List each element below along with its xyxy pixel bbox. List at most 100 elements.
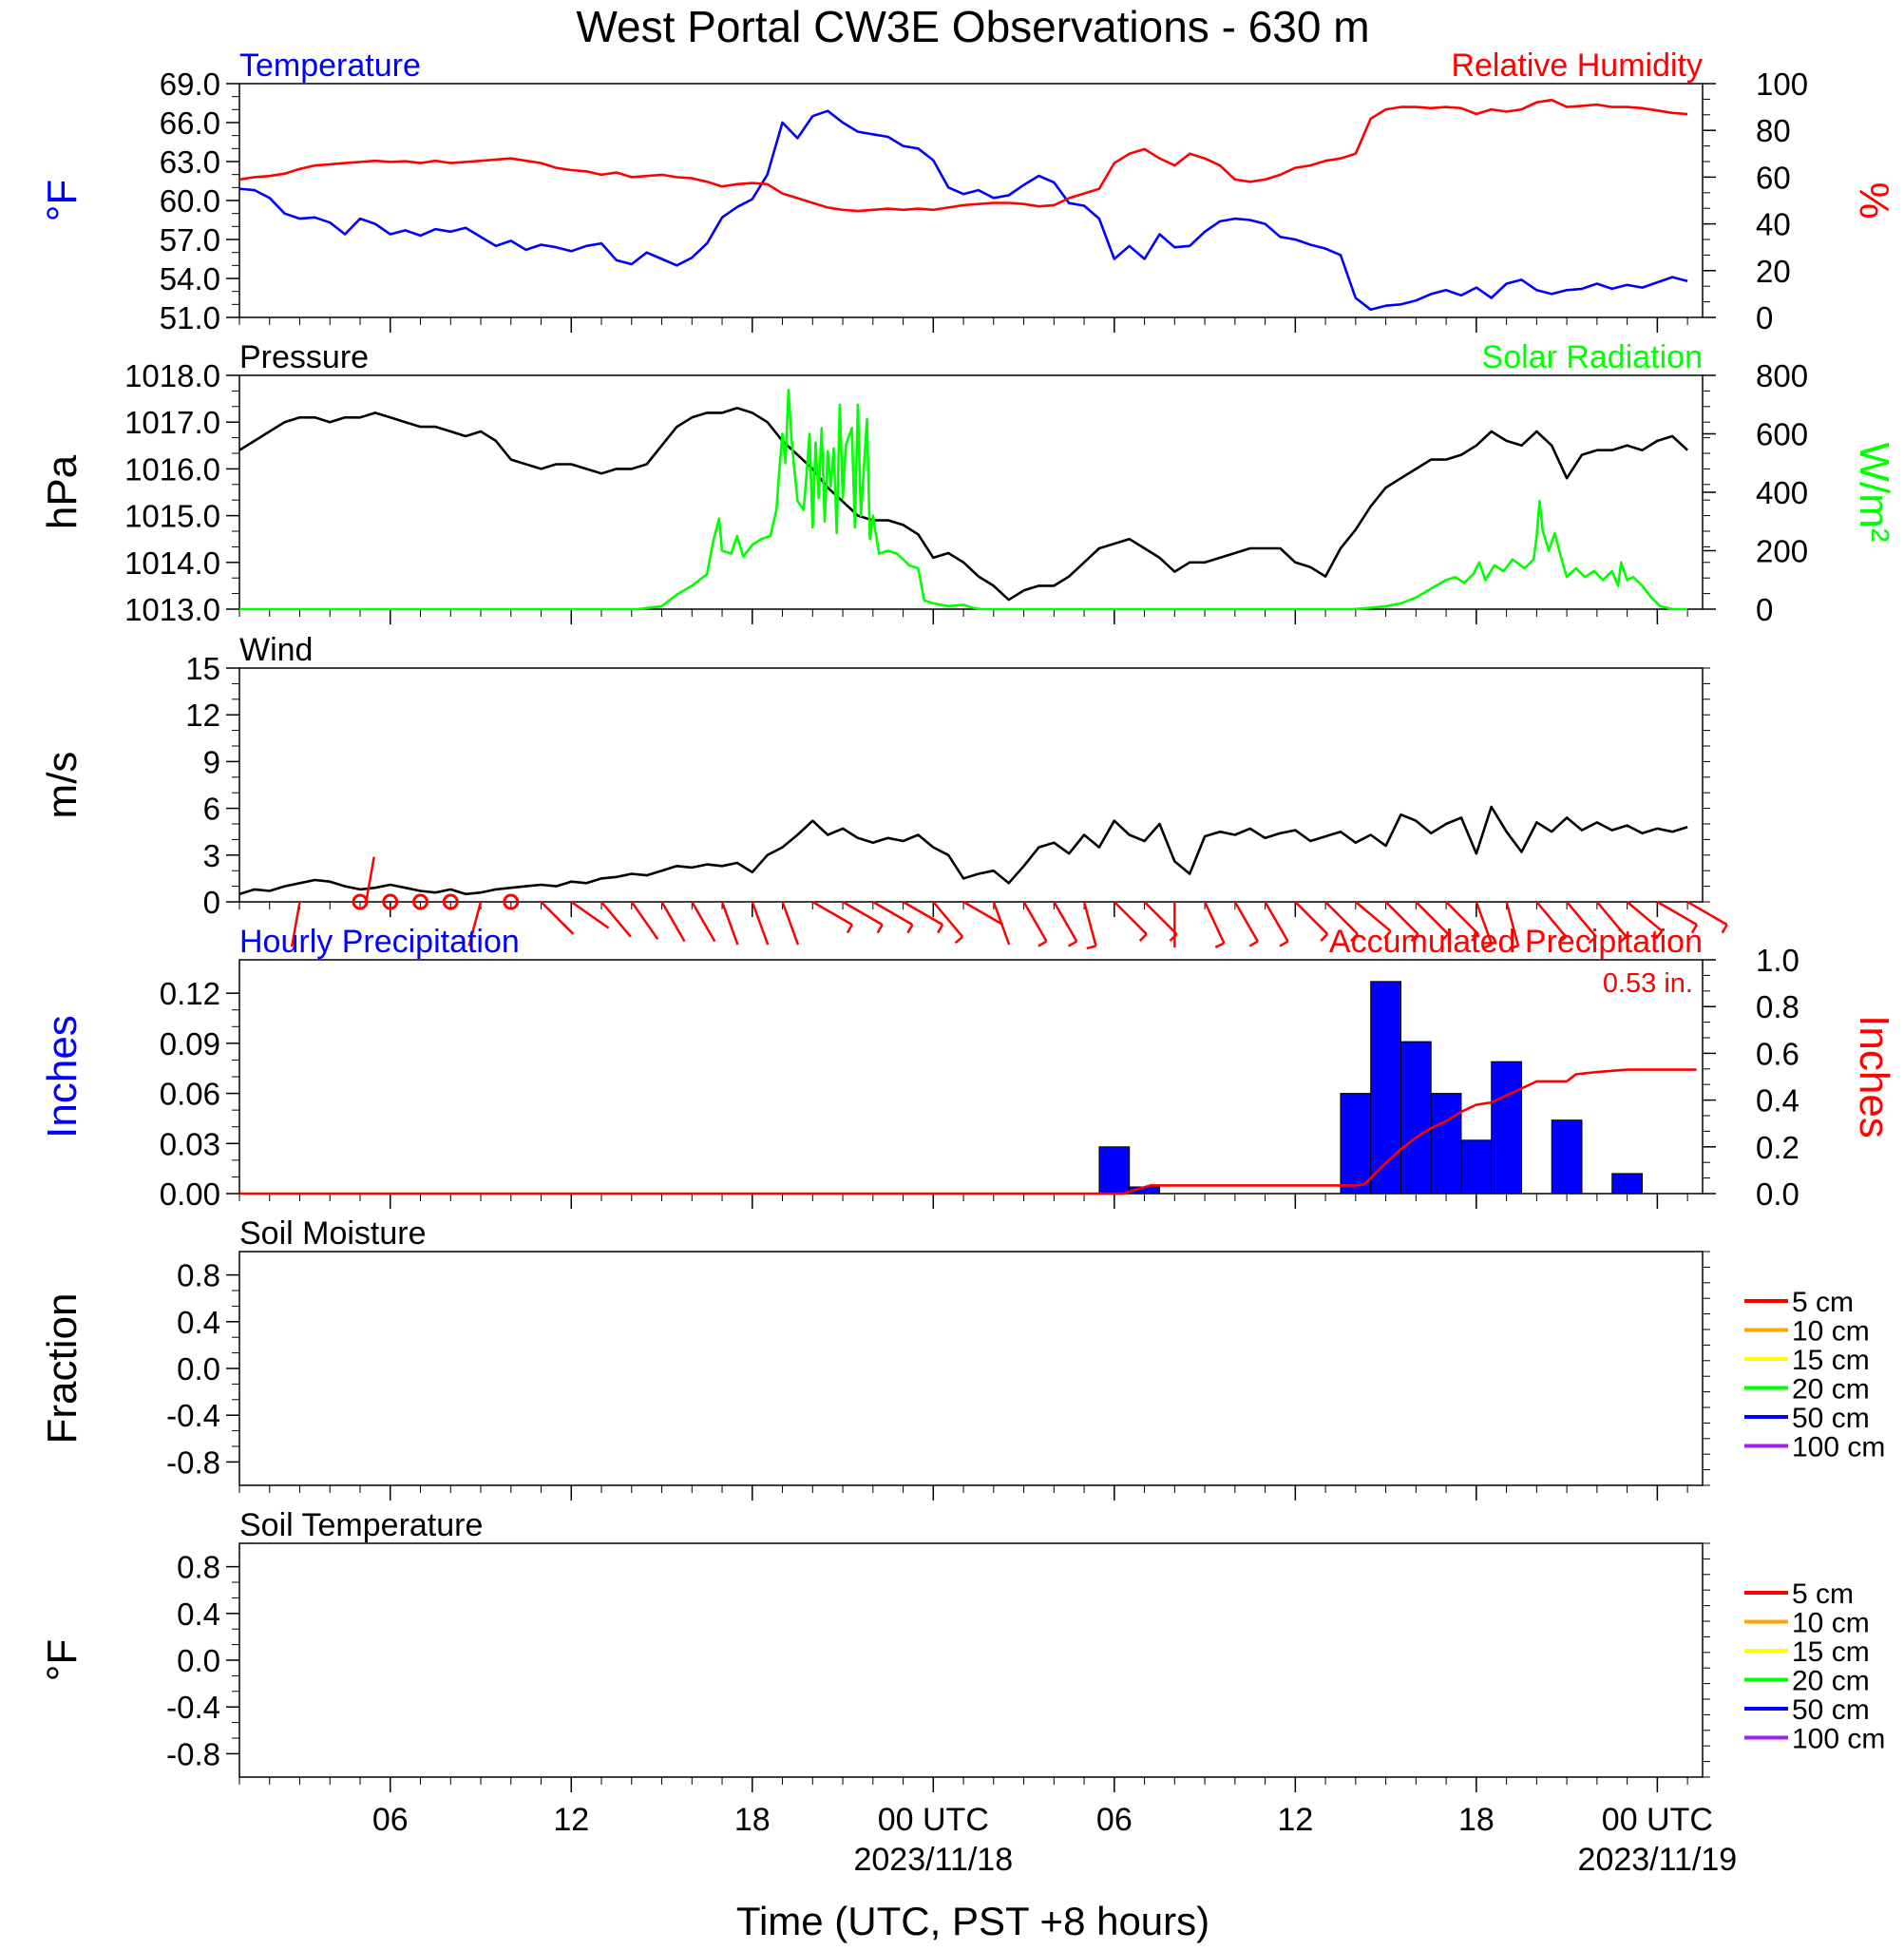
wind-barb (720, 901, 739, 946)
x-axis-label: Time (UTC, PST +8 hours) (736, 1899, 1209, 1943)
y-tick-label-left: 54.0 (160, 261, 220, 296)
x-tick-label: 06 (1096, 1802, 1133, 1838)
y-tick-label-right: 0 (1756, 300, 1773, 335)
wind-barb (1233, 901, 1259, 943)
panel-pressure_solar: 1018.0 1017.0 1016.0 1015.0 1014.0 1013.0 800 6… (39, 339, 1897, 627)
panel-title-right: Solar Radiation (1482, 339, 1703, 375)
y-tick-label-left: 57.0 (160, 222, 220, 258)
y-axis-label-left: °F (39, 1639, 86, 1681)
plot-frame (238, 667, 1704, 903)
x-tick-date-label: 2023/11/19 (1578, 1842, 1738, 1878)
plot-frame (238, 83, 1704, 318)
wind-barb-flag (1440, 933, 1450, 942)
y-tick-label-left: 0.8 (177, 1258, 220, 1293)
y-tick-label-right: 0.6 (1756, 1036, 1799, 1071)
wind-calm-marker (382, 893, 399, 910)
y-tick-label-left: 0 (203, 885, 220, 920)
wind-barb-flag (1618, 935, 1628, 945)
panel-soil_moisture: 0.8 0.4 0.0 -0.4 -0.8 Soil Moisture Fraction 5 … (39, 1215, 1885, 1501)
panel-title-left: Temperature (239, 48, 421, 84)
y-tick-label-left: 0.03 (160, 1126, 220, 1161)
series-line-left (238, 109, 1688, 312)
y-axis-label-right: Inches (1851, 1015, 1897, 1138)
wind-barb (365, 856, 375, 903)
y-tick-label-left: 1014.0 (124, 545, 220, 581)
y-tick-label-right: 1.0 (1756, 943, 1799, 978)
wind-barb-flag (1588, 935, 1597, 945)
wind-barb (660, 901, 686, 943)
wind-barb (1113, 901, 1148, 935)
wind-barb (1143, 901, 1178, 935)
wind-barb (1535, 901, 1568, 938)
wind-barb-flag (1471, 933, 1479, 942)
y-axis-label-left: m/s (39, 752, 86, 819)
wind-barb (1082, 901, 1097, 947)
y-tick-label-right: 600 (1756, 417, 1808, 452)
x-tick-label: 12 (1277, 1802, 1313, 1838)
y-tick-label-right: 400 (1756, 475, 1808, 510)
series-line-right (238, 98, 1688, 213)
panel-title-left: Hourly Precipitation (239, 924, 520, 960)
wind-barb (1415, 901, 1450, 935)
plot-frame (238, 1251, 1704, 1486)
y-tick-label-left: 63.0 (160, 144, 220, 180)
wind-barb (1384, 901, 1419, 935)
wind-barb-flag (1248, 940, 1259, 947)
legend-label: 15 cm (1792, 1345, 1870, 1376)
y-tick-label-left: 0.4 (177, 1305, 220, 1340)
x-tick-label: 12 (553, 1802, 589, 1838)
panel-title-left: Pressure (239, 339, 369, 375)
legend-label: 5 cm (1792, 1578, 1854, 1610)
wind-calm-marker (503, 893, 520, 910)
y-tick-label-left: 15 (185, 651, 220, 686)
panels: 69.066.063.060.057.054.051.0100806040200… (39, 48, 1897, 1878)
precip-bar (1098, 1146, 1131, 1195)
panel-title-left: Soil Temperature (239, 1507, 483, 1543)
legend-label: 100 cm (1792, 1432, 1885, 1463)
wind-barb (600, 901, 632, 938)
wind-barb (570, 900, 610, 929)
y-tick-label-left: 60.0 (160, 183, 220, 219)
legend-label: 20 cm (1792, 1666, 1870, 1697)
precip-bar (1370, 981, 1401, 1195)
wind-barb (691, 901, 716, 943)
legend-label: 10 cm (1792, 1316, 1870, 1348)
accumulated-total: 0.53 in. (1603, 968, 1693, 999)
x-tick-date-label: 2023/11/18 (853, 1842, 1013, 1878)
wind-barb (1566, 901, 1597, 938)
legend-label: 50 cm (1792, 1403, 1870, 1434)
wind-barb (1264, 901, 1289, 943)
y-tick-label-right: 200 (1756, 534, 1808, 569)
y-tick-label-left: 1016.0 (124, 451, 220, 487)
y-tick-label-left: 0.4 (177, 1597, 220, 1632)
legend-label: 10 cm (1792, 1608, 1870, 1639)
wind-barb (1324, 901, 1359, 935)
wind-barb (1656, 900, 1698, 927)
legend-label: 100 cm (1792, 1724, 1885, 1755)
y-tick-label-right: 100 (1756, 67, 1808, 102)
wind-barb (1445, 901, 1479, 935)
wind-barb (1595, 901, 1628, 938)
wind-barb (630, 901, 659, 941)
wind-barb-flag (1279, 940, 1289, 947)
panel-title-left: Wind (239, 632, 313, 668)
panel-title-right: Relative Humidity (1451, 48, 1703, 84)
y-tick-label-left: 0.0 (177, 1643, 220, 1678)
legend-label: 15 cm (1792, 1636, 1870, 1668)
wind-barb (540, 901, 575, 935)
wind-barb-flag (1320, 933, 1329, 942)
y-tick-label-right: 0 (1756, 592, 1773, 627)
y-tick-label-right: 0.4 (1756, 1083, 1799, 1119)
precip-bar (1340, 1093, 1372, 1195)
legend-label: 5 cm (1792, 1287, 1854, 1318)
precip-bar (1430, 1093, 1462, 1195)
plot-frame (238, 1542, 1704, 1778)
wind-barb (1626, 901, 1664, 932)
wind-barb (811, 900, 853, 927)
wind-barb-flag (1138, 933, 1148, 942)
wind-barb (962, 900, 1004, 927)
y-tick-label-left: 0.8 (177, 1550, 220, 1585)
wind-barb (1022, 901, 1048, 943)
wind-barb-flag (1509, 945, 1519, 950)
